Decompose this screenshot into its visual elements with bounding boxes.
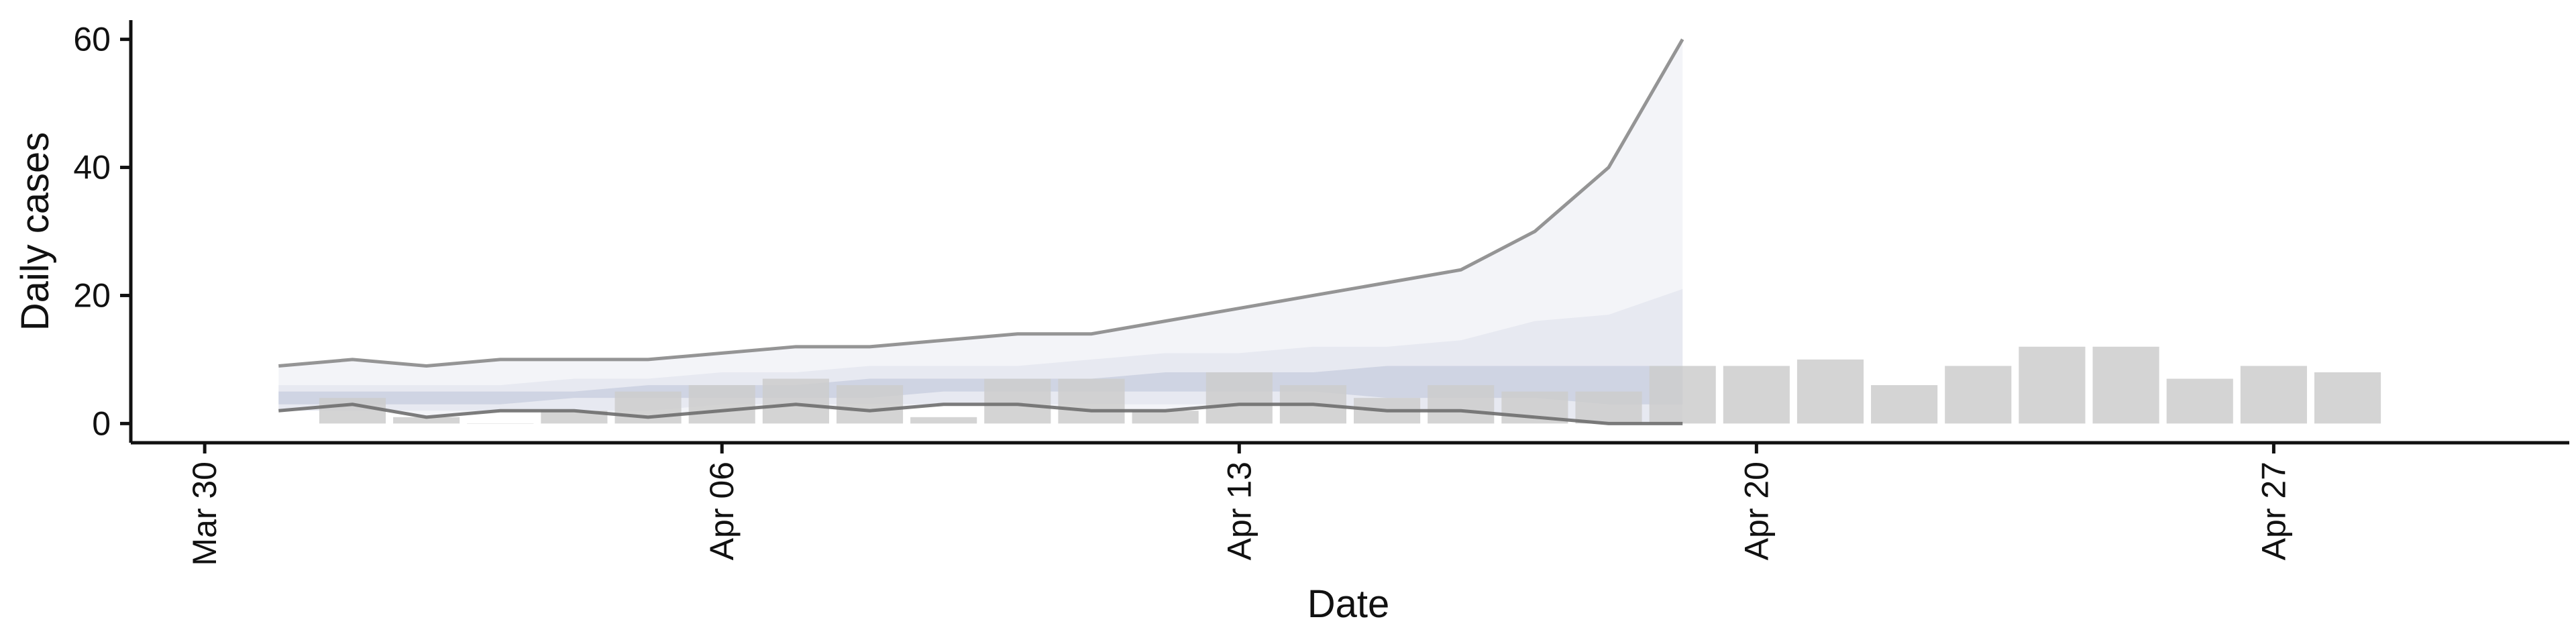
bar [2092, 346, 2159, 424]
bar [319, 398, 386, 424]
x-tick-label: Apr 06 [703, 462, 741, 560]
bar [910, 417, 977, 424]
bar [1871, 385, 1938, 424]
bar [541, 411, 608, 424]
y-tick-label: 40 [73, 149, 111, 186]
bars [319, 346, 2381, 424]
upper-line [278, 38, 1684, 368]
band-90 [278, 39, 1683, 424]
bar [1428, 385, 1495, 424]
y-tick-label: 0 [92, 405, 111, 442]
x-tick-label: Apr 27 [2255, 462, 2292, 560]
bar [762, 378, 829, 424]
bar [1575, 391, 1642, 424]
bar [1649, 366, 1716, 424]
bar [2240, 366, 2307, 424]
bar [1058, 378, 1125, 424]
bar [2019, 346, 2086, 424]
bar [688, 385, 755, 424]
forecast-bands [278, 39, 1683, 424]
bar [836, 385, 904, 424]
bar [984, 378, 1051, 424]
bar [1205, 372, 1273, 424]
bar [1132, 411, 1199, 424]
x-tick-label: Apr 20 [1737, 462, 1775, 560]
bar [1796, 359, 1864, 424]
axes: 0 20 40 60 Mar 30 Apr 06 Apr 13 Apr 20 Apr 27 [73, 20, 2569, 566]
x-ticks: Mar 30 Apr 06 Apr 13 Apr 20 Apr 27 [186, 443, 2292, 566]
y-tick-label: 60 [73, 21, 111, 58]
lower-line [278, 402, 1683, 425]
x-axis-title: Date [1307, 582, 1390, 626]
bar [467, 423, 534, 424]
bar [1723, 366, 1790, 424]
bar [393, 417, 460, 424]
bar [2166, 378, 2233, 424]
y-axis-title: Daily cases [13, 132, 57, 331]
bar [1945, 366, 2012, 424]
y-ticks: 0 20 40 60 [73, 21, 131, 442]
bar [2314, 372, 2381, 424]
x-tick-label: Mar 30 [186, 462, 223, 566]
y-tick-label: 20 [73, 276, 111, 314]
x-tick-label: Apr 13 [1220, 462, 1258, 560]
forecast-lines [278, 38, 1684, 425]
